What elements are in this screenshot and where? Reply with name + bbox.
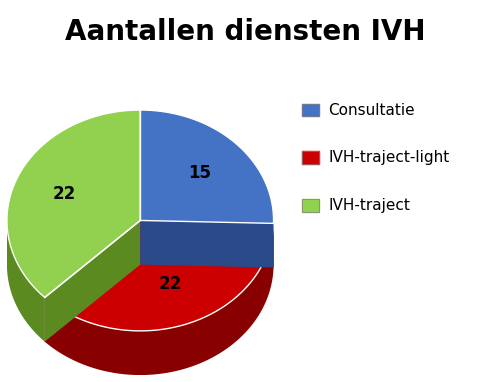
Polygon shape (7, 110, 140, 298)
Text: 22: 22 (159, 275, 182, 293)
Text: IVH-traject: IVH-traject (328, 198, 410, 213)
Bar (302, 199, 319, 212)
Bar (302, 151, 319, 164)
Polygon shape (140, 110, 273, 223)
Text: Consultatie: Consultatie (328, 102, 415, 118)
Bar (302, 104, 319, 117)
Polygon shape (45, 223, 273, 375)
Polygon shape (140, 220, 273, 267)
Bar (302, 151, 319, 164)
Text: Aantallen diensten IVH: Aantallen diensten IVH (65, 18, 425, 46)
Text: 15: 15 (188, 163, 211, 182)
Bar (302, 104, 319, 117)
Polygon shape (45, 220, 140, 342)
Polygon shape (140, 220, 273, 267)
Polygon shape (45, 220, 273, 331)
Text: IVH-traject-light: IVH-traject-light (328, 151, 449, 165)
Polygon shape (45, 220, 140, 342)
Bar (302, 199, 319, 212)
Polygon shape (7, 222, 45, 342)
Text: 22: 22 (52, 185, 76, 203)
